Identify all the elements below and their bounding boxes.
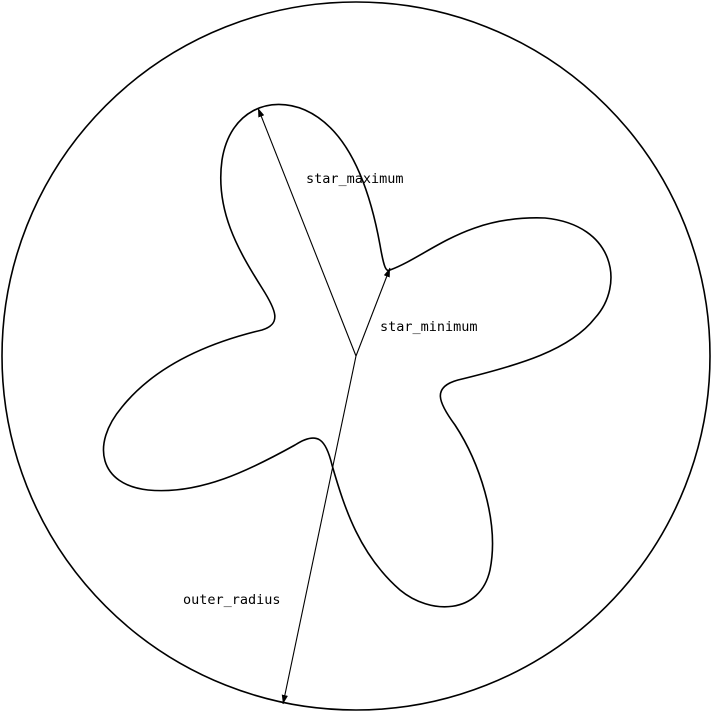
- star-minimum-label: star_minimum: [380, 319, 478, 335]
- star-curve: [102, 103, 612, 608]
- outer-radius-arrow: [281, 355, 357, 705]
- star-maximum-label: star_maximum: [306, 171, 404, 187]
- star-maximum-arrow: [257, 107, 357, 357]
- star-minimum-arrow: [355, 267, 391, 357]
- outer-radius-label: outer_radius: [183, 592, 281, 608]
